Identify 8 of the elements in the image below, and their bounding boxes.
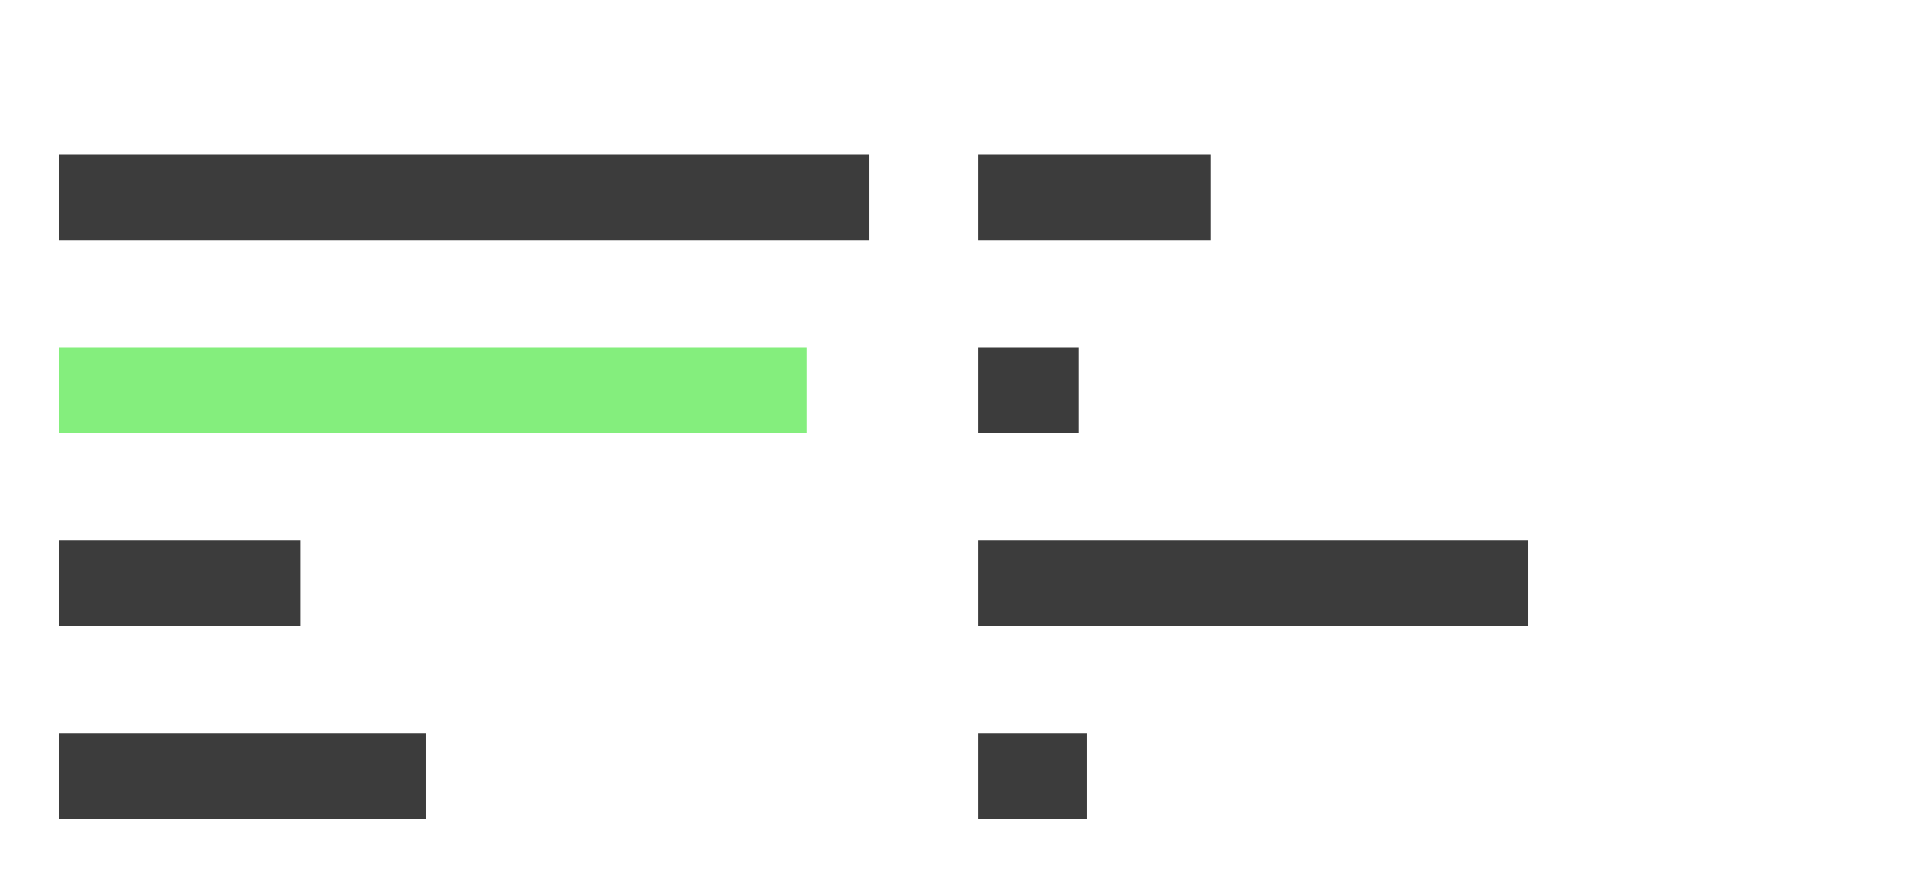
bar [58, 733, 426, 819]
bar [58, 347, 807, 434]
bar [978, 733, 1087, 819]
bar [978, 154, 1211, 241]
bar [58, 154, 870, 241]
bar [978, 347, 1079, 434]
bar [978, 540, 1529, 626]
bar [58, 540, 301, 626]
